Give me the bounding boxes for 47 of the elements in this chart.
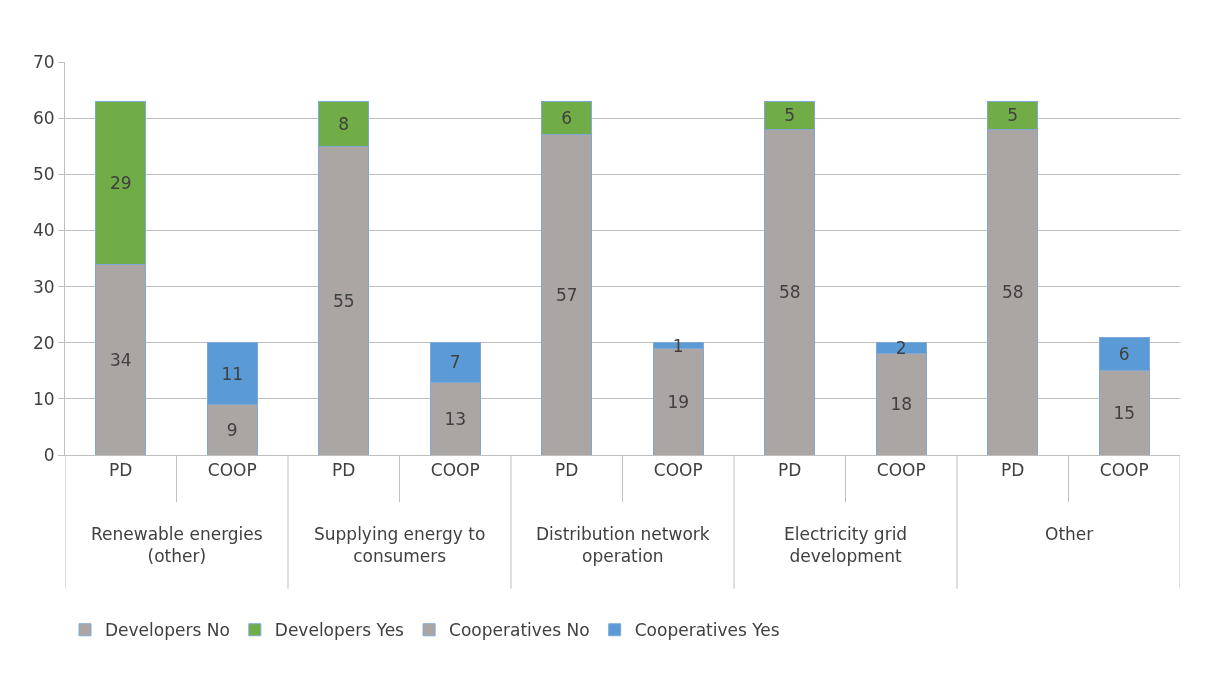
y-tick-label: 30 xyxy=(32,276,55,297)
data-label: 9 xyxy=(226,419,238,440)
y-tick-label: 10 xyxy=(32,388,55,409)
data-label: 6 xyxy=(561,108,573,129)
y-tick-label: 60 xyxy=(32,108,55,129)
y-tick-label: 20 xyxy=(32,332,55,353)
legend-label: Cooperatives Yes xyxy=(634,620,780,641)
data-label: 7 xyxy=(449,352,461,373)
x-tick-label: COOP xyxy=(653,460,703,481)
data-label: 19 xyxy=(667,391,690,412)
x-tick-label: PD xyxy=(109,460,133,481)
y-tick-label: 40 xyxy=(32,220,55,241)
data-label: 58 xyxy=(1001,282,1024,303)
data-label: 34 xyxy=(109,349,132,370)
x-tick-label: PD xyxy=(555,460,579,481)
legend-label: Developers No xyxy=(105,620,230,641)
text: Distribution network operation xyxy=(536,524,710,567)
text: Electricity grid development xyxy=(784,524,908,567)
x-tick-label: COOP xyxy=(1099,460,1149,481)
data-label: 1 xyxy=(672,335,684,356)
y-tick-label: 50 xyxy=(32,164,55,185)
data-label: 13 xyxy=(444,408,467,429)
legend-label: Cooperatives No xyxy=(449,620,590,641)
y-tick-label: 70 xyxy=(32,51,55,72)
data-label: 6 xyxy=(1118,343,1130,364)
legend-label: Developers Yes xyxy=(274,620,405,641)
data-label: 5 xyxy=(784,105,796,126)
text: Other xyxy=(1045,524,1094,544)
data-label: 15 xyxy=(1113,402,1136,423)
x-tick-label: COOP xyxy=(876,460,926,481)
x-tick-label: COOP xyxy=(430,460,480,481)
data-label: 2 xyxy=(895,338,907,359)
data-label: 57 xyxy=(555,284,578,305)
y-tick-label: 0 xyxy=(43,444,55,465)
data-label: 55 xyxy=(332,290,355,311)
x-tick-label: PD xyxy=(778,460,802,481)
text: Renewable energies (other) xyxy=(91,524,263,567)
data-label: 18 xyxy=(890,394,913,415)
x-tick-label: COOP xyxy=(207,460,257,481)
data-label: 8 xyxy=(338,113,350,134)
x-tick-label: PD xyxy=(332,460,356,481)
x-tick-label: PD xyxy=(1001,460,1025,481)
data-label: 29 xyxy=(109,172,132,193)
text: Supplying energy to consumers xyxy=(314,524,486,567)
data-label: 58 xyxy=(778,282,801,303)
data-label: 5 xyxy=(1007,105,1019,126)
data-label: 11 xyxy=(221,363,244,384)
